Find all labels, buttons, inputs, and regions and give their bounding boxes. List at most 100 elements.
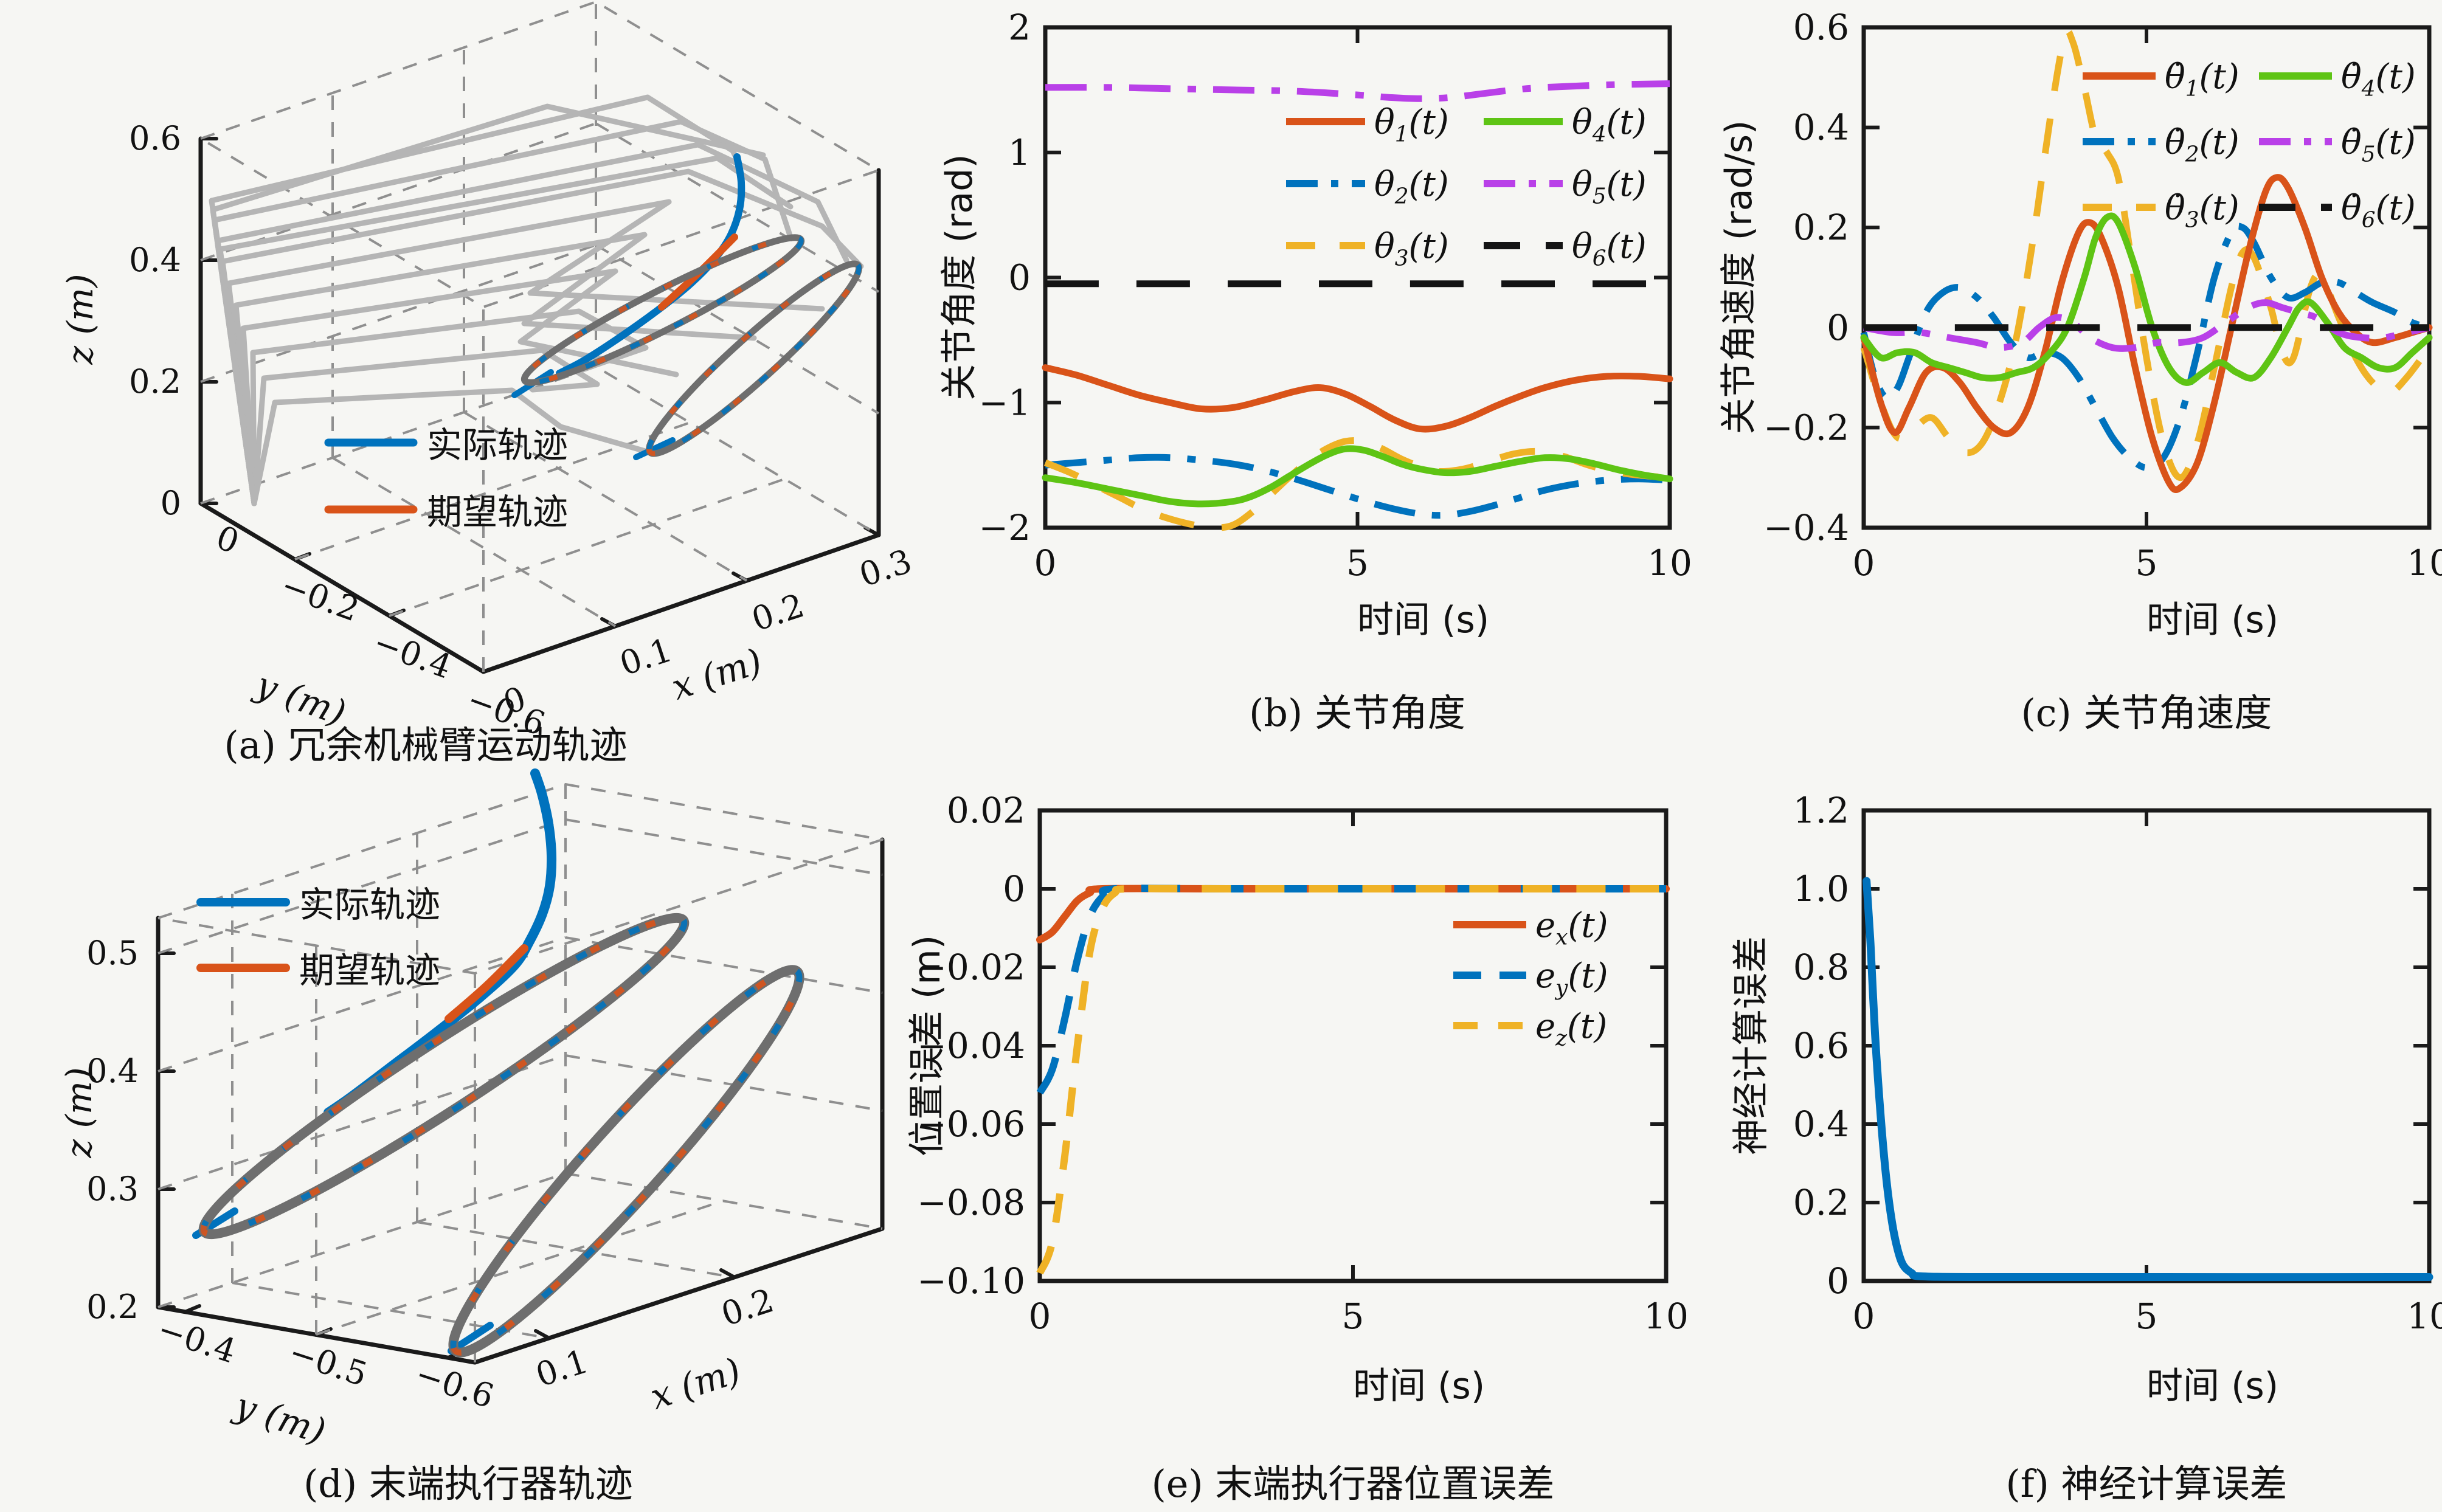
- label-text: z (m): [60, 274, 101, 365]
- a-arm10: [251, 387, 652, 506]
- a-box-top: [199, 1, 880, 308]
- legend-label: ez(t): [1535, 1007, 1607, 1051]
- caption-e: (e) 末端执行器位置误差: [1151, 1462, 1555, 1506]
- label-text: 0: [1853, 542, 1875, 584]
- label-text: 0.2: [86, 1288, 139, 1326]
- a-floor-y04: [389, 478, 785, 617]
- label-text: 0: [211, 518, 244, 561]
- a-rwall-z02: [595, 244, 880, 415]
- label-text: 0.2: [747, 586, 809, 638]
- label-text: −0.2: [1763, 407, 1849, 448]
- a-loop2-blue: [646, 261, 862, 457]
- label-text: 0.4: [1793, 1103, 1849, 1145]
- label-text: 0: [1029, 1296, 1051, 1337]
- label-text: 关节角速度 (rad/s): [1718, 120, 1760, 435]
- label-text: 神经计算误差: [1730, 936, 1773, 1155]
- series-dtheta2: [1860, 223, 2430, 471]
- label-text: 时间 (s): [1353, 1365, 1485, 1407]
- legend-label: θ2(t): [1374, 165, 1449, 209]
- d-rwall-z03: [565, 1054, 883, 1112]
- label-text: x (m): [666, 640, 767, 708]
- legend-label: θ6(t): [1572, 227, 1647, 271]
- caption-d: (d) 末端执行器轨迹: [303, 1462, 633, 1506]
- label-text: 0.5: [86, 934, 139, 972]
- chart-b: 0 5 10210−1−2θ1(t)θ2(t)θ3(t)θ4(t)θ5(t)θ6(t…: [938, 7, 1692, 641]
- label-text: 时间 (s): [2146, 599, 2278, 641]
- label-text: 2: [1008, 7, 1031, 48]
- label-text: 0.1: [531, 1342, 593, 1394]
- label-text: 5: [1346, 542, 1369, 584]
- legend-label: θ5(t): [1572, 165, 1647, 209]
- label-text: 0.4: [129, 241, 181, 279]
- series-theta3: [1043, 437, 1670, 531]
- a-loop1-blue: [522, 235, 804, 385]
- legend-label: θ4(t): [1572, 103, 1647, 147]
- series-theta2: [1045, 454, 1670, 519]
- label-text: 0.3: [855, 542, 916, 594]
- label-text: 期望轨迹: [427, 491, 568, 533]
- d-rwall-z04: [565, 936, 883, 994]
- label-text: 0.4: [1793, 107, 1849, 148]
- label-text: x (m): [645, 1350, 745, 1417]
- label-text: −0.4: [368, 623, 457, 686]
- a-y-axis: [198, 501, 486, 674]
- label-text: 实际轨迹: [427, 424, 568, 466]
- legend-label: θ3(t): [1374, 227, 1449, 271]
- legend-label: θ̇3(t): [2165, 188, 2240, 232]
- label-text: 时间 (s): [2146, 1365, 2278, 1407]
- label-text: 位置误差 (m): [906, 935, 949, 1156]
- chart-c: 0 5 10 0.6 0.4 0.2 0 −0.2 −0.4 θ̇1(t) θ̇2(t) θ̇3(t)…: [1718, 7, 2442, 641]
- label-text: 10: [1644, 1296, 1689, 1337]
- d-x-axis: [472, 1226, 885, 1365]
- chart-d: 0.50.40.30.2−0.4 −0.5 −0.6 0.10.2z (m)y (m)…: [58, 768, 885, 1452]
- series-ey: [1036, 885, 1666, 1095]
- caption-c: (c) 关节角速度: [2021, 691, 2272, 735]
- legend-label: θ1(t): [1374, 103, 1449, 147]
- chart-a: 0.60.40.200−0.2−0.4−0.600.10.20.3z (m)y …: [60, 1, 916, 744]
- label-text: 5: [1342, 1296, 1365, 1337]
- label-text: 10: [1647, 542, 1692, 584]
- d-xtick2: [719, 1268, 736, 1279]
- series-neural-error: [1863, 877, 2433, 1282]
- legend-label: ey(t): [1535, 956, 1608, 1000]
- d-loop1-orange: [200, 914, 688, 1238]
- series-theta1: [1042, 364, 1673, 433]
- a-arm8: [250, 308, 649, 506]
- a-x-axis: [481, 533, 881, 674]
- label-text: 0.6: [1793, 7, 1849, 48]
- label-text: 0.4: [86, 1052, 139, 1090]
- d-box-top: [157, 783, 884, 975]
- label-text: −0.4: [1763, 507, 1849, 548]
- label-text: 0.2: [717, 1281, 778, 1333]
- label-text: −0.04: [917, 1025, 1025, 1066]
- a-loop2-orange: [646, 261, 862, 457]
- a-arm12: [217, 155, 794, 506]
- label-text: 期望轨迹: [299, 950, 440, 991]
- a-lwall-z04: [200, 122, 597, 261]
- a-arm6: [233, 232, 757, 506]
- caption-f: (f) 神经计算误差: [2005, 1462, 2288, 1506]
- label-text: −1: [979, 382, 1031, 423]
- d-desired-hint: [444, 944, 528, 1023]
- d-lwall-z04: [157, 936, 566, 1072]
- label-text: 0.2: [1793, 1182, 1849, 1223]
- label-text: 1.2: [1793, 790, 1849, 831]
- label-text: 0: [1034, 542, 1057, 584]
- label-text: 0.02: [947, 790, 1025, 831]
- plot-box: [1861, 25, 2432, 530]
- label-text: −0.06: [917, 1103, 1025, 1145]
- label-text: 关节角度 (rad): [938, 154, 981, 400]
- legend-label: θ̇2(t): [2165, 123, 2240, 167]
- legend-label: ex(t): [1535, 906, 1608, 950]
- label-text: 0.2: [129, 362, 181, 401]
- label-text: 0: [1853, 1296, 1875, 1337]
- caption-a: (a) 冗余机械臂运动轨迹: [224, 723, 628, 767]
- label-text: 0.3: [86, 1170, 139, 1208]
- series-theta5: [1045, 80, 1670, 102]
- a-actual-hint2: [633, 437, 676, 460]
- label-text: y (m): [229, 1384, 331, 1452]
- label-text: 时间 (s): [1357, 599, 1489, 641]
- plot-box: [1861, 808, 2432, 1283]
- label-text: 0.1: [615, 630, 677, 683]
